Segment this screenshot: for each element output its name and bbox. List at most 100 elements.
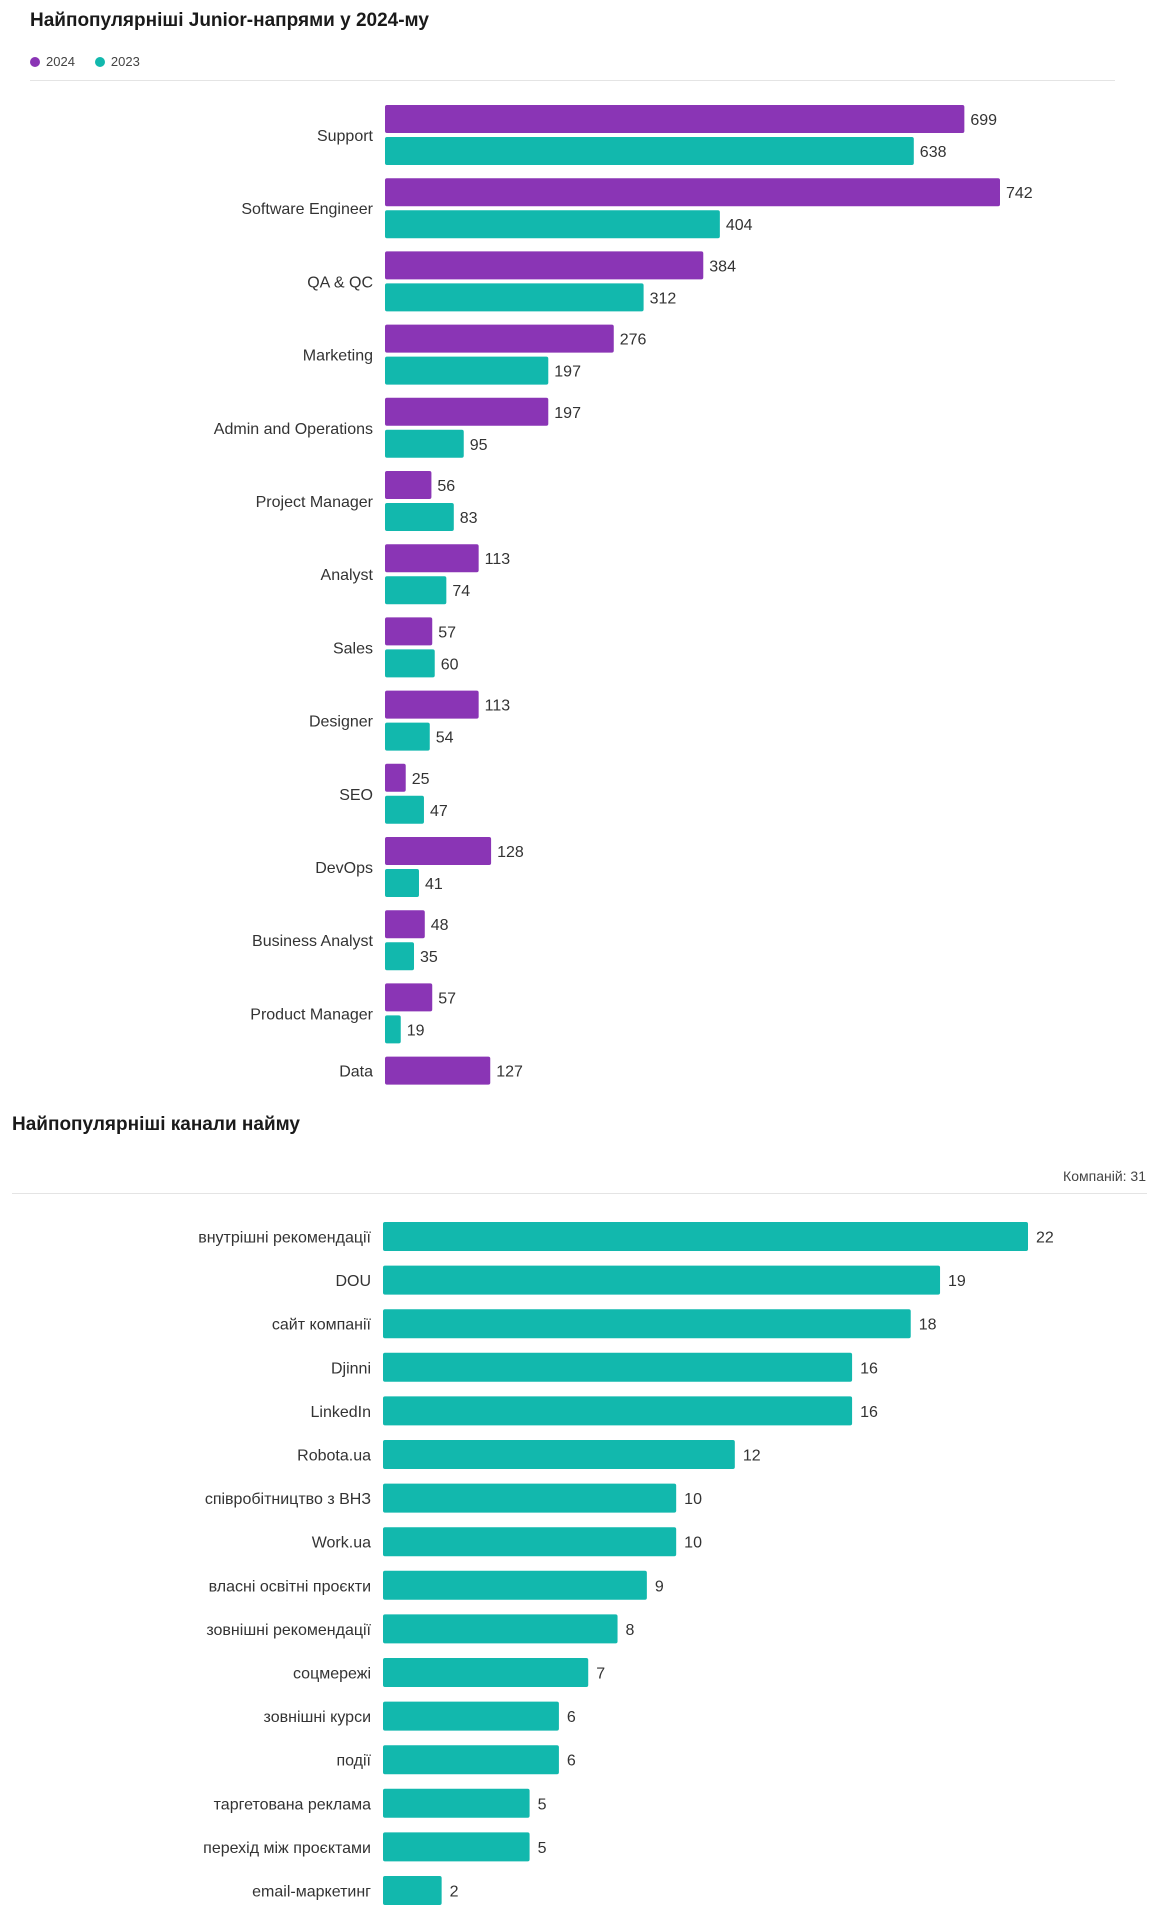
legend-item-2023[interactable]: 2023 — [94, 54, 140, 69]
bar-власні-освітні-проєкти — [383, 1570, 647, 1600]
value-label-2024-support: 699 — [970, 112, 997, 129]
companies-count: Компаній: 31 — [1063, 1168, 1146, 1184]
bar-2024-sales — [385, 617, 433, 646]
bar-2024-data — [385, 1056, 491, 1085]
value-label-2024-product-manager: 57 — [438, 990, 456, 1007]
bar-2024-designer — [385, 690, 479, 719]
value-label-2024-data: 127 — [496, 1064, 523, 1081]
category-label-співробітництво-з-внз: співробітництво з ВНЗ — [205, 1491, 371, 1508]
value-label-2023-analyst: 74 — [452, 583, 470, 600]
bar-сайт-компанії — [383, 1309, 911, 1339]
bar-2024-admin-and-operations — [385, 397, 549, 426]
category-label-перехід-між-проєктами: перехід між проєктами — [203, 1840, 371, 1857]
category-label-dou: DOU — [335, 1273, 371, 1290]
value-label-2023-seo: 47 — [430, 803, 448, 820]
bar-dou — [383, 1265, 941, 1295]
value-label-перехід-між-проєктами: 5 — [538, 1840, 547, 1857]
value-label-dou: 19 — [948, 1273, 966, 1290]
value-label-2023-marketing: 197 — [554, 364, 581, 381]
category-label-product-manager: Product Manager — [250, 1006, 373, 1023]
divider — [12, 1193, 1147, 1194]
bar-таргетована-реклама — [383, 1788, 530, 1818]
bar-зовнішні-курси — [383, 1701, 559, 1731]
category-label-сайт-компанії: сайт компанії — [272, 1317, 372, 1334]
category-label-таргетована-реклама: таргетована реклама — [214, 1796, 371, 1813]
junior-directions-bar-chart: Support 699 638 Software Engineer 742 404 QA &… — [214, 105, 1033, 1085]
category-label-зовнішні-рекомендації: зовнішні рекомендації — [206, 1622, 371, 1639]
legend-label-2023: 2023 — [110, 54, 140, 69]
category-label-seo: SEO — [339, 787, 373, 804]
chart-title-hiring-channels: Найпопулярніші канали найму — [12, 1114, 300, 1135]
bar-2024-marketing — [385, 324, 614, 353]
value-label-linkedin: 16 — [860, 1404, 878, 1421]
bar-перехід-між-проєктами — [383, 1832, 530, 1862]
value-label-2024-sales: 57 — [438, 624, 456, 641]
bar-2023-project-manager — [385, 503, 454, 531]
value-label-2023-admin-and-operations: 95 — [470, 437, 488, 454]
value-label-соцмережі: 7 — [596, 1666, 605, 1683]
value-label-таргетована-реклама: 5 — [538, 1796, 547, 1813]
value-label-2024-project-manager: 56 — [437, 478, 455, 495]
value-label-work-ua: 10 — [684, 1535, 702, 1552]
bar-2024-seo — [385, 763, 406, 792]
bar-соцмережі — [383, 1658, 589, 1687]
bar-robota-ua — [383, 1440, 735, 1469]
bar-work-ua — [383, 1527, 677, 1557]
bar-2023-admin-and-operations — [385, 429, 464, 458]
value-label-2024-marketing: 276 — [620, 332, 647, 349]
bar-співробітництво-з-внз — [383, 1483, 677, 1513]
value-label-2024-business-analyst: 48 — [431, 917, 449, 934]
bar-linkedin — [383, 1396, 853, 1426]
category-label-project-manager: Project Manager — [256, 494, 374, 511]
category-label-designer: Designer — [309, 714, 374, 731]
value-label-djinni: 16 — [860, 1360, 878, 1377]
value-label-2024-admin-and-operations: 197 — [554, 405, 581, 422]
category-label-sales: Sales — [333, 640, 373, 657]
bar-2023-devops — [385, 869, 419, 897]
value-label-2024-qa-qc: 384 — [709, 258, 736, 275]
value-label-зовнішні-рекомендації: 8 — [626, 1622, 635, 1639]
bar-2023-qa-qc — [385, 283, 644, 312]
value-label-2023-devops: 41 — [425, 876, 443, 893]
value-label-2023-project-manager: 83 — [460, 510, 478, 527]
bar-2023-designer — [385, 722, 430, 751]
category-label-події: події — [336, 1753, 371, 1770]
bar-email-маркетинг — [383, 1876, 442, 1905]
bar-2023-sales — [385, 649, 435, 678]
value-label-robota-ua: 12 — [743, 1448, 761, 1465]
legend: 2024 2023 — [30, 54, 140, 69]
value-label-зовнішні-курси: 6 — [567, 1709, 576, 1726]
bar-2024-project-manager — [385, 471, 432, 499]
legend-label-2024: 2024 — [46, 54, 75, 69]
bar-2024-qa-qc — [385, 251, 704, 280]
bar-2023-business-analyst — [385, 942, 415, 971]
value-label-2023-software-engineer: 404 — [726, 217, 753, 234]
value-label-2023-product-manager: 19 — [407, 1022, 425, 1039]
bar-2023-support — [385, 137, 914, 165]
category-label-зовнішні-курси: зовнішні курси — [264, 1709, 371, 1726]
category-label-linkedin: LinkedIn — [311, 1404, 372, 1421]
bar-події — [383, 1745, 559, 1775]
value-label-2024-seo: 25 — [412, 771, 430, 788]
category-label-business-analyst: Business Analyst — [252, 933, 374, 950]
chart-title-junior-directions: Найпопулярніші Junior-напрями у 2024-му — [30, 10, 429, 31]
bar-2024-business-analyst — [385, 910, 425, 939]
category-label-marketing: Marketing — [303, 348, 373, 365]
bar-зовнішні-рекомендації — [383, 1614, 618, 1644]
bar-djinni — [383, 1352, 853, 1382]
category-label-support: Support — [317, 128, 374, 145]
value-label-внутрішні-рекомендації: 22 — [1036, 1230, 1054, 1247]
value-label-2023-business-analyst: 35 — [420, 949, 438, 966]
legend-item-2024[interactable]: 2024 — [30, 54, 75, 69]
value-label-власні-освітні-проєкти: 9 — [655, 1578, 664, 1595]
value-label-співробітництво-з-внз: 10 — [684, 1491, 702, 1508]
bar-2023-analyst — [385, 576, 447, 605]
category-label-devops: DevOps — [315, 860, 373, 877]
bar-2023-product-manager — [385, 1015, 401, 1044]
category-label-analyst: Analyst — [321, 567, 374, 584]
bar-2023-software-engineer — [385, 210, 720, 239]
bar-2023-marketing — [385, 356, 549, 385]
value-label-2023-support: 638 — [920, 144, 947, 161]
category-label-qa-qc: QA & QC — [307, 274, 373, 291]
